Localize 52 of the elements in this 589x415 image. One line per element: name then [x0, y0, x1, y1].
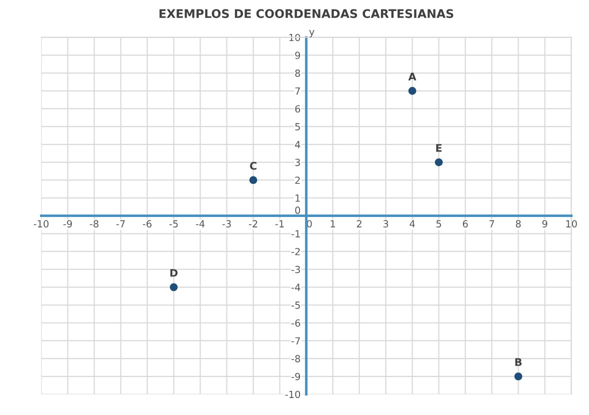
- y-tick-label: -6: [292, 319, 300, 327]
- y-tick-label: -5: [292, 302, 300, 309]
- x-tick-label: 7: [490, 220, 494, 228]
- x-tick-label: 4: [410, 220, 415, 228]
- y-tick-label: 5: [295, 123, 300, 130]
- x-tick-label: -3: [222, 220, 231, 228]
- x-tick-label: -10: [34, 220, 49, 228]
- y-tick-label: 3: [295, 158, 300, 166]
- y-tick-label: -10: [285, 390, 300, 398]
- y-tick-label: -4: [292, 284, 300, 291]
- x-tick-label: 1: [330, 220, 335, 228]
- x-tick-label: -4: [196, 220, 205, 228]
- y-tick-label: 0: [295, 206, 300, 214]
- y-tick-label: -7: [292, 337, 300, 344]
- annotation: E: [436, 144, 442, 152]
- x-tick-label: 5: [436, 220, 442, 228]
- y-tick-label: -9: [292, 372, 300, 380]
- y-axis-title: y: [309, 30, 314, 38]
- x-tick-label: -1: [275, 220, 284, 228]
- point: [514, 372, 522, 380]
- x-tick-label: -8: [90, 220, 98, 228]
- y-tick-label: 8: [295, 70, 300, 77]
- point: [249, 176, 258, 184]
- y-tick-label: -3: [292, 266, 300, 274]
- chart-title: EXEMPLOS DE COORDENADAS CARTESIANAS: [160, 9, 454, 18]
- y-tick-label: 2: [295, 176, 300, 184]
- y-tick-label: 7: [295, 87, 300, 95]
- x-tick-label: -9: [63, 220, 72, 228]
- annotation: D: [170, 269, 178, 277]
- y-tick-label: -1: [292, 230, 300, 238]
- annotation: A: [408, 72, 416, 80]
- annotation: C: [250, 162, 256, 170]
- annotation: B: [515, 358, 522, 366]
- x-tick-label: 2: [356, 220, 362, 228]
- y-tick-label: 4: [295, 141, 300, 148]
- point: [434, 158, 443, 166]
- y-tick-label: 1: [296, 194, 300, 202]
- x-tick-label: 9: [542, 220, 548, 228]
- point: [170, 283, 178, 292]
- x-tick-label: -7: [116, 220, 125, 228]
- x-tick-label: 8: [516, 220, 521, 228]
- point: [408, 86, 416, 95]
- x-tick-label: -2: [248, 220, 258, 228]
- y-tick-label: -2: [292, 248, 300, 256]
- x-tick-label: 10: [566, 220, 577, 228]
- y-tick-label: 6: [295, 105, 300, 113]
- x-tick-label: 3: [383, 220, 388, 228]
- x-tick-label: 6: [462, 220, 468, 228]
- y-tick-label: -8: [292, 355, 300, 362]
- y-tick-label: 9: [295, 52, 300, 60]
- x-tick-label: -5: [169, 220, 178, 228]
- x-tick-label: -6: [142, 220, 152, 228]
